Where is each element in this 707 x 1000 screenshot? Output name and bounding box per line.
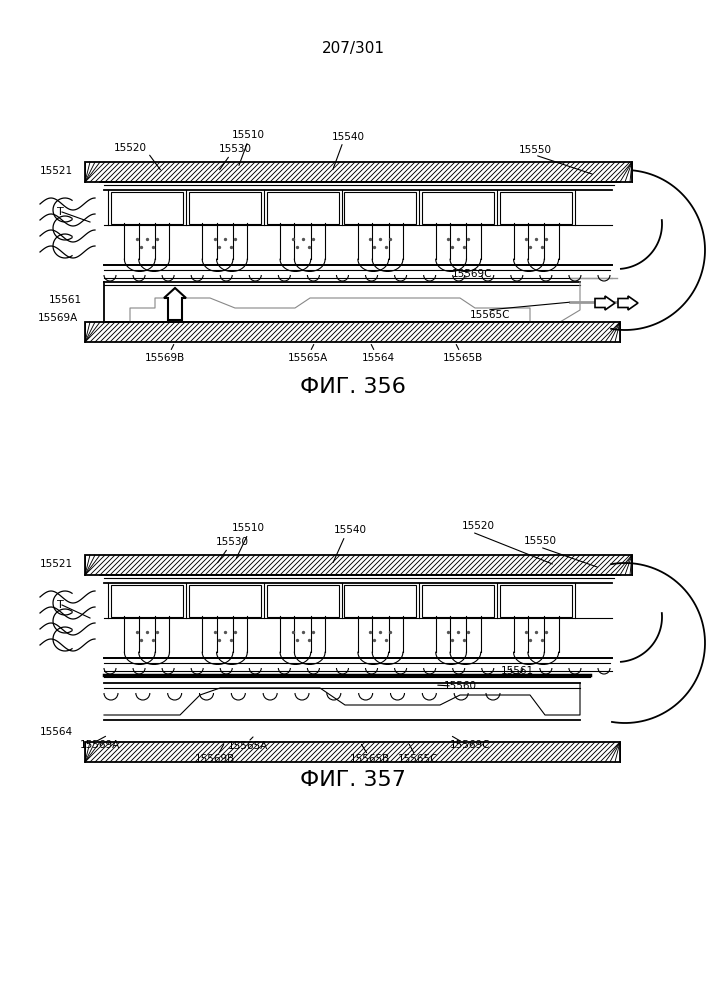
Bar bbox=[189, 585, 261, 617]
Text: ФИГ. 357: ФИГ. 357 bbox=[300, 770, 406, 790]
Bar bbox=[500, 585, 572, 617]
Text: 15569C: 15569C bbox=[452, 269, 492, 279]
Bar bbox=[85, 555, 632, 575]
Bar bbox=[344, 192, 416, 224]
Bar bbox=[111, 192, 183, 224]
Text: 15550: 15550 bbox=[518, 145, 551, 155]
Text: 15530: 15530 bbox=[216, 537, 248, 547]
Bar bbox=[85, 162, 632, 182]
Bar bbox=[344, 585, 416, 617]
Text: 15565B: 15565B bbox=[350, 754, 390, 764]
Bar bbox=[422, 585, 494, 617]
Text: 15510: 15510 bbox=[231, 130, 264, 140]
Text: 15520: 15520 bbox=[114, 143, 146, 153]
Text: 15561: 15561 bbox=[49, 295, 82, 305]
Bar bbox=[267, 192, 339, 224]
Text: 15561: 15561 bbox=[501, 666, 534, 676]
Text: T: T bbox=[57, 207, 64, 217]
Text: 207/301: 207/301 bbox=[322, 40, 385, 55]
Text: 15520: 15520 bbox=[462, 521, 494, 531]
Text: 15564: 15564 bbox=[40, 727, 73, 737]
Bar bbox=[189, 192, 261, 224]
Bar bbox=[422, 192, 494, 224]
Bar bbox=[267, 585, 339, 617]
Text: 15565A: 15565A bbox=[228, 741, 268, 751]
Text: 15565B: 15565B bbox=[443, 353, 483, 363]
Text: ФИГ. 356: ФИГ. 356 bbox=[300, 377, 406, 397]
Text: 15540: 15540 bbox=[332, 132, 365, 142]
FancyArrow shape bbox=[618, 296, 638, 310]
Text: 15565C: 15565C bbox=[398, 754, 438, 764]
Text: 15521: 15521 bbox=[40, 166, 73, 176]
FancyArrow shape bbox=[164, 288, 186, 320]
Bar bbox=[111, 585, 183, 617]
Text: 15569B: 15569B bbox=[145, 353, 185, 363]
Text: 15569A: 15569A bbox=[80, 740, 120, 750]
Bar bbox=[500, 192, 572, 224]
Text: 15565C: 15565C bbox=[469, 310, 510, 320]
Text: T: T bbox=[57, 600, 64, 610]
FancyArrow shape bbox=[595, 296, 615, 310]
Text: 15510: 15510 bbox=[231, 523, 264, 533]
Text: 15550: 15550 bbox=[523, 536, 556, 546]
Text: 15521: 15521 bbox=[40, 559, 73, 569]
Text: 15569B: 15569B bbox=[195, 754, 235, 764]
Text: 15565A: 15565A bbox=[288, 353, 328, 363]
Bar bbox=[85, 322, 620, 342]
Text: 15530: 15530 bbox=[218, 144, 252, 154]
Text: 15564: 15564 bbox=[361, 353, 395, 363]
Bar bbox=[85, 742, 620, 762]
Text: 15569C: 15569C bbox=[450, 740, 490, 750]
Text: 15540: 15540 bbox=[334, 525, 366, 535]
Text: 15560: 15560 bbox=[443, 681, 477, 691]
Text: 15569A: 15569A bbox=[37, 313, 78, 323]
